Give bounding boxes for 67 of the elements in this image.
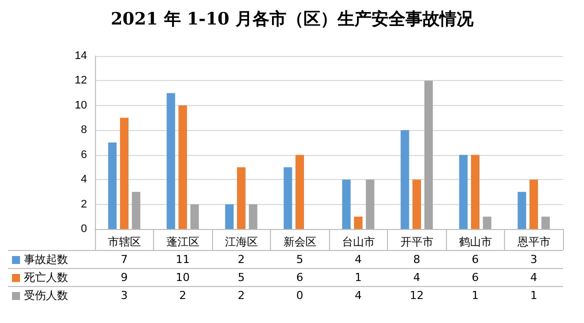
data-label: 2 (236, 252, 246, 268)
legend-label: 事故起数 (23, 252, 68, 268)
y-tick-label: 2 (80, 198, 87, 210)
data-label: 1 (470, 288, 480, 304)
data-label: 1 (354, 270, 363, 286)
y-tick-label: 14 (74, 50, 87, 62)
bar (108, 142, 117, 229)
x-tick-label: 蓬江区 (166, 236, 200, 248)
data-label: 8 (412, 252, 422, 268)
bar (471, 154, 480, 229)
data-label: 4 (354, 288, 363, 304)
data-label: 4 (354, 252, 363, 268)
data-label: 2 (236, 288, 246, 304)
y-tick-label: 0 (80, 223, 87, 235)
x-tick-label: 开平市 (400, 236, 434, 248)
data-label: 5 (236, 270, 246, 286)
legend-label: 受伤人数 (23, 288, 68, 304)
bar (166, 93, 176, 229)
x-tick-label: 台山市 (342, 236, 375, 248)
bar (225, 204, 234, 229)
bar (248, 204, 258, 229)
data-label: 11 (174, 252, 191, 268)
data-label: 2 (178, 288, 188, 304)
data-label: 6 (470, 270, 480, 286)
bar (342, 180, 351, 229)
data-label: 1 (529, 288, 538, 304)
data-label: 10 (174, 270, 191, 286)
data-label: 0 (295, 288, 304, 304)
bar (518, 192, 526, 229)
bar (178, 105, 187, 229)
bar (530, 180, 538, 229)
y-tick-label: 8 (80, 124, 87, 136)
data-label: 4 (412, 270, 422, 286)
x-tick-label: 恩平市 (516, 236, 550, 248)
data-label: 3 (120, 288, 129, 304)
bar (400, 130, 410, 229)
x-tick-label: 鹤山市 (458, 236, 492, 248)
y-tick-label: 12 (74, 74, 87, 87)
y-tick-label: 6 (80, 148, 87, 161)
data-label: 9 (120, 270, 129, 286)
y-tick-label: 10 (74, 99, 87, 112)
bar (237, 167, 246, 229)
bar (354, 216, 362, 229)
bar (296, 154, 304, 229)
x-tick-label: 市辖区 (108, 236, 141, 248)
bar (120, 118, 128, 229)
x-tick-label: 江海区 (224, 236, 258, 248)
data-label: 12 (408, 288, 425, 304)
bar (366, 180, 374, 229)
data-label: 5 (295, 252, 304, 268)
bar (541, 216, 550, 229)
bar (132, 192, 140, 229)
bar (190, 204, 199, 229)
legend-label: 死亡人数 (23, 270, 68, 286)
x-tick-label: 新会区 (283, 236, 316, 248)
data-label: 6 (470, 252, 480, 268)
y-tick-label: 4 (80, 174, 87, 186)
bar (412, 180, 421, 229)
bar (482, 216, 492, 229)
chart-title: 2021 年 1-10 月各市（区）生产安全事故情况 (110, 10, 474, 30)
data-label: 3 (529, 252, 538, 268)
bar (424, 80, 433, 229)
data-label: 6 (295, 270, 304, 286)
data-label: 7 (120, 252, 129, 268)
data-label: 4 (529, 270, 538, 286)
bar (459, 154, 468, 229)
bar (284, 167, 292, 229)
